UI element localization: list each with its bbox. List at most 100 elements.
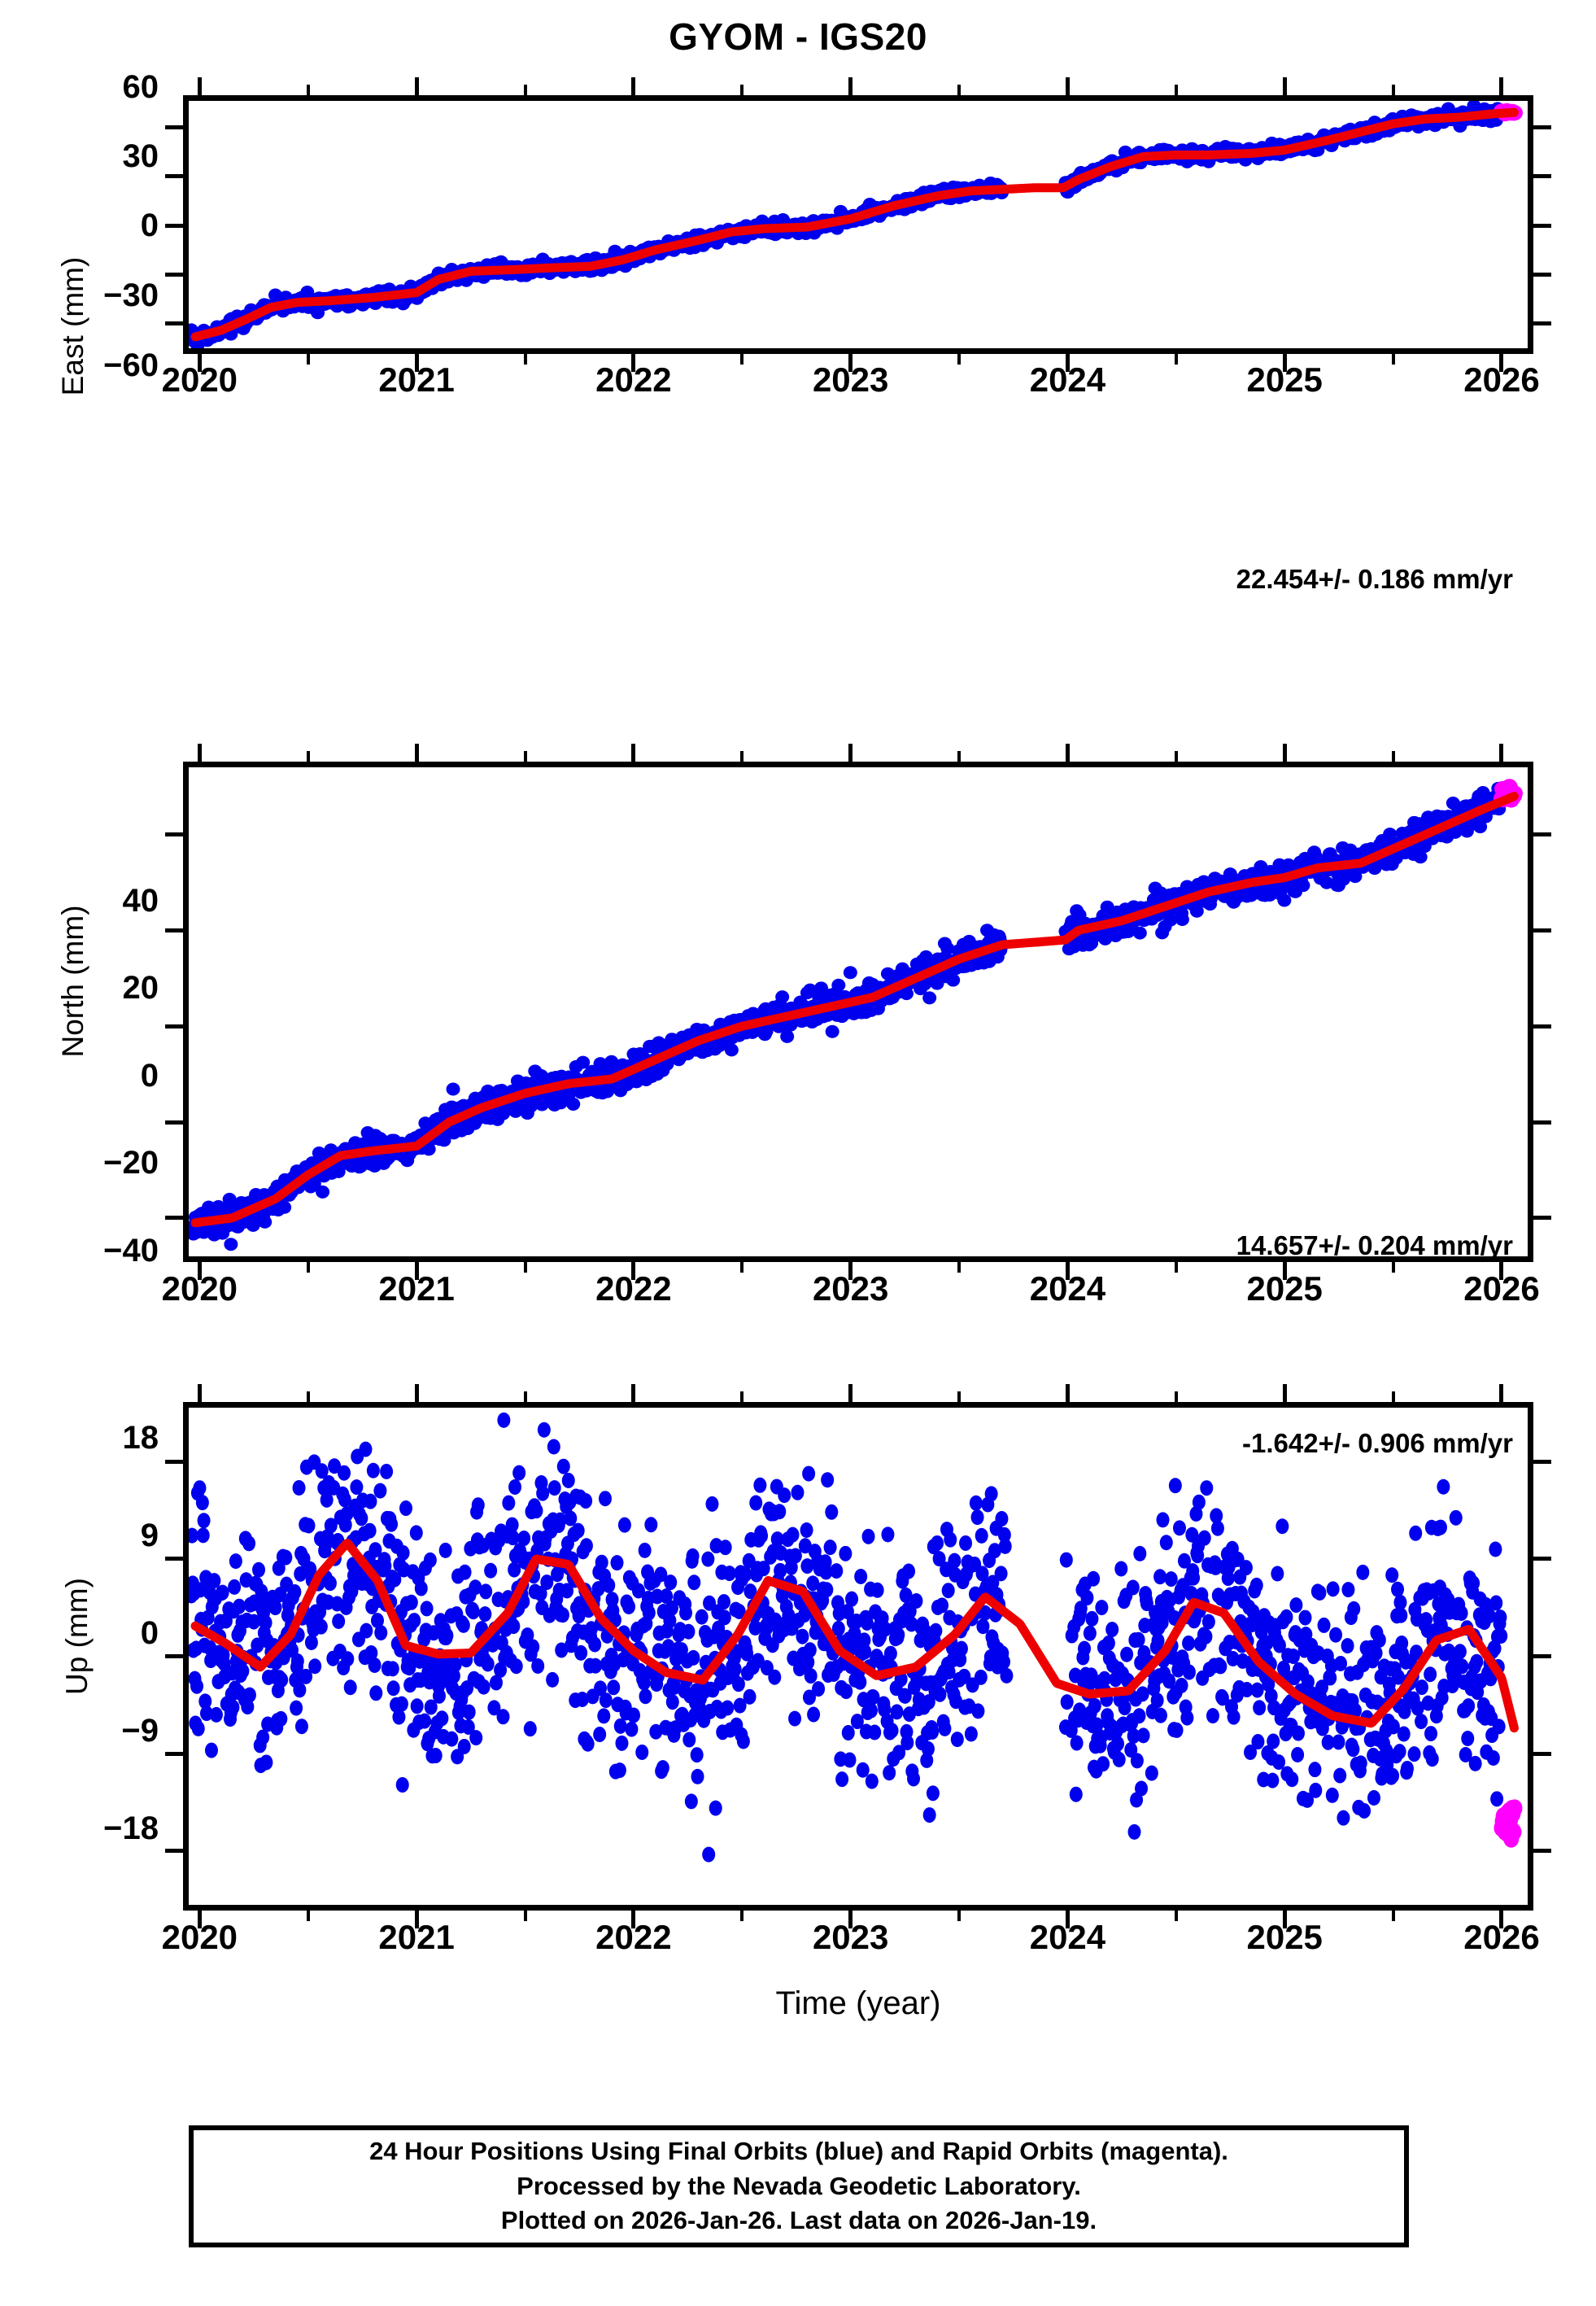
xtick-up-minor (740, 1911, 744, 1921)
xtick-label-north-2023: 2023 (812, 1269, 889, 1308)
xtick-top-east-minor (306, 85, 310, 95)
ytick-mark-right-up (1533, 1557, 1551, 1561)
xtick-label-east-2023: 2023 (812, 360, 889, 399)
ytick-mark-right-east (1533, 321, 1551, 326)
ytick-east-2: 0 (140, 207, 159, 243)
xtick-up-major (1499, 1911, 1504, 1928)
ytick-mark-right-north (1533, 928, 1551, 932)
xtick-top-east-major (1065, 77, 1070, 95)
ytick-mark-north (165, 928, 183, 932)
ytick-mark-up (165, 1557, 183, 1561)
xtick-north-major (1499, 1262, 1504, 1280)
xtick-label-east-2020: 2020 (161, 360, 238, 399)
ytick-mark-north (165, 832, 183, 836)
ytick-mark-east (165, 272, 183, 277)
footer-line-3: Plotted on 2026-Jan-26. Last data on 202… (500, 2206, 1097, 2235)
xtick-east-major (1065, 354, 1070, 372)
xtick-top-up-minor (306, 1391, 310, 1402)
ytick-mark-up (165, 1751, 183, 1756)
xtick-up-minor (1174, 1911, 1178, 1921)
ytick-up-3: −9 (121, 1713, 159, 1749)
ytick-north-1: 20 (122, 970, 159, 1006)
xtick-north-major (1282, 1262, 1287, 1280)
xtick-north-minor (306, 1262, 310, 1273)
rate-annotation-east: 22.454+/- 0.186 mm/yr (1236, 564, 1513, 594)
ytick-mark-right-up (1533, 1654, 1551, 1658)
ytick-north-4: −40 (103, 1233, 159, 1269)
ytick-up-2: 0 (140, 1615, 159, 1651)
xtick-north-major (414, 1262, 419, 1280)
xtick-north-minor (523, 1262, 527, 1273)
xtick-east-minor (1174, 354, 1178, 365)
xtick-label-up-2022: 2022 (595, 1918, 672, 1956)
xtick-up-major (1282, 1911, 1287, 1928)
xtick-top-up-minor (740, 1391, 744, 1402)
xtick-top-north-minor (1174, 751, 1178, 762)
xtick-up-major (414, 1911, 419, 1928)
xtick-north-major (631, 1262, 636, 1280)
xtick-top-north-minor (957, 751, 962, 762)
rate-annotation-up: -1.642+/- 0.906 mm/yr (1242, 1428, 1513, 1458)
xtick-top-north-minor (306, 751, 310, 762)
xtick-label-up-2021: 2021 (378, 1918, 455, 1956)
xtick-top-up-major (414, 1384, 419, 1402)
xtick-top-east-minor (740, 85, 744, 95)
xtick-top-north-minor (1391, 751, 1395, 762)
xtick-label-up-2024: 2024 (1029, 1918, 1106, 1956)
xtick-top-north-major (414, 744, 419, 762)
ytick-mark-north (165, 1120, 183, 1125)
ytick-up-4: −18 (103, 1810, 159, 1846)
xtick-north-minor (1174, 1262, 1178, 1273)
ytick-up-0: 18 (122, 1420, 159, 1456)
xtick-top-east-minor (1391, 85, 1395, 95)
xtick-east-major (631, 354, 636, 372)
xtick-up-major (1065, 1911, 1070, 1928)
xtick-top-north-major (631, 744, 636, 762)
xtick-label-east-2021: 2021 (378, 360, 455, 399)
xtick-east-major (197, 354, 202, 372)
plot-area-east (183, 95, 1533, 354)
xtick-east-minor (1391, 354, 1395, 365)
xtick-top-north-major (848, 744, 853, 762)
ytick-north-2: 0 (140, 1058, 159, 1094)
xtick-top-east-major (1499, 77, 1504, 95)
ytick-mark-east (165, 321, 183, 326)
ytick-mark-right-up (1533, 1751, 1551, 1756)
xtick-top-north-minor (523, 751, 527, 762)
footer-caption-box: 24 Hour Positions Using Final Orbits (bl… (189, 2125, 1409, 2247)
ytick-mark-east (165, 223, 183, 228)
ytick-mark-right-north (1533, 1024, 1551, 1029)
xtick-up-minor (306, 1911, 310, 1921)
xtick-up-minor (957, 1911, 962, 1921)
ytick-mark-right-north (1533, 1216, 1551, 1221)
xtick-top-up-minor (1391, 1391, 1395, 1402)
ytick-mark-right-up (1533, 1459, 1551, 1464)
xtick-up-major (848, 1911, 853, 1928)
xtick-top-up-minor (523, 1391, 527, 1402)
xtick-north-minor (957, 1262, 962, 1273)
xtick-north-major (1065, 1262, 1070, 1280)
xtick-top-up-major (1282, 1384, 1287, 1402)
xtick-label-up-2023: 2023 (812, 1918, 889, 1956)
ytick-east-4: −60 (103, 347, 159, 383)
xtick-east-minor (306, 354, 310, 365)
xtick-east-major (1282, 354, 1287, 372)
xtick-top-up-minor (1174, 1391, 1178, 1402)
xtick-label-up-2020: 2020 (161, 1918, 238, 1956)
xtick-label-north-2025: 2025 (1246, 1269, 1323, 1308)
xtick-top-east-major (848, 77, 853, 95)
xtick-east-major (414, 354, 419, 372)
ytick-mark-right-east (1533, 124, 1551, 129)
ytick-mark-up (165, 1459, 183, 1464)
xtick-up-minor (523, 1911, 527, 1921)
xtick-top-up-major (197, 1384, 202, 1402)
xtick-label-up-2026: 2026 (1463, 1918, 1540, 1956)
xtick-label-north-2020: 2020 (161, 1269, 238, 1308)
xtick-top-north-major (1065, 744, 1070, 762)
xtick-label-east-2026: 2026 (1463, 360, 1540, 399)
xtick-east-minor (957, 354, 962, 365)
xtick-up-major (197, 1911, 202, 1928)
xtick-top-north-minor (740, 751, 744, 762)
xtick-label-north-2021: 2021 (378, 1269, 455, 1308)
xtick-label-north-2024: 2024 (1029, 1269, 1106, 1308)
